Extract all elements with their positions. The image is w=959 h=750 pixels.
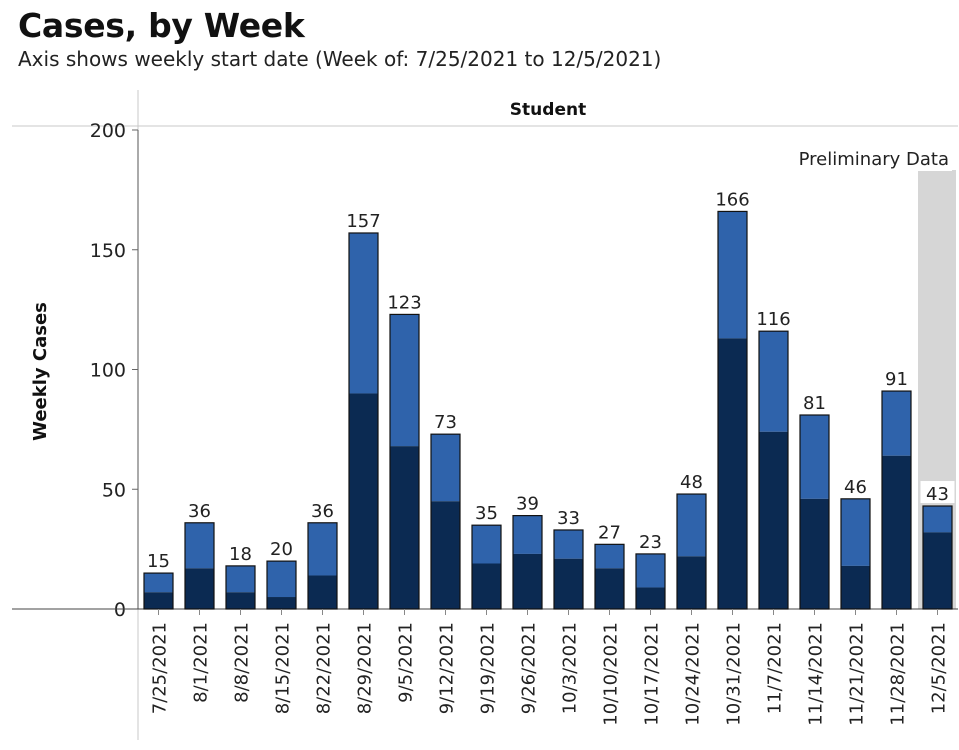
bar-lower-segment [472,563,501,609]
y-tick-label: 50 [102,479,126,501]
x-tick-label: 12/5/2021 [929,622,950,714]
bar-upper-segment [636,553,665,588]
bar-upper-segment [718,211,747,339]
preliminary-label-bg [780,145,952,171]
x-tick-label: 8/1/2021 [191,622,212,703]
bar-total-label: 157 [346,211,380,232]
bar-total-label: 91 [885,369,908,390]
bar-total-label: 15 [147,551,170,572]
x-tick-label: 9/19/2021 [478,622,499,714]
x-tick-label: 11/14/2021 [806,622,827,726]
bar-upper-segment [144,573,173,593]
x-tick-label: 11/21/2021 [847,622,868,726]
bar-upper-segment [759,331,788,432]
y-tick-label: 100 [90,360,126,382]
bar-upper-segment [185,522,214,569]
bar-total-label: 33 [557,508,580,529]
x-tick-label: 8/8/2021 [232,622,253,703]
x-tick-label: 7/25/2021 [150,622,171,714]
bar-upper-segment [554,529,583,559]
bar-lower-segment [595,568,624,609]
bar-upper-segment [267,561,296,598]
bar-upper-segment [390,314,419,447]
bar-total-label: 48 [680,472,703,493]
bar-lower-segment [841,565,870,609]
bar-lower-segment [390,446,419,609]
y-tick-label: 200 [90,120,126,142]
bar-lower-segment [800,498,829,609]
bar-lower-segment [923,532,952,609]
bar-total-label: 123 [387,292,421,313]
bar-total-label: 27 [598,522,621,543]
bar-upper-segment [677,494,706,557]
bar-total-label: 35 [475,503,498,524]
x-tick-label: 9/12/2021 [437,622,458,714]
bar-lower-segment [677,556,706,609]
chart-subtitle: Axis shows weekly start date (Week of: 7… [18,47,662,71]
bar-lower-segment [718,338,747,609]
bar-lower-segment [759,431,788,609]
bar-lower-segment [144,592,173,609]
bar-upper-segment [841,498,870,566]
x-tick-label: 9/26/2021 [519,622,540,714]
bar-total-label: 116 [756,309,790,330]
bar-lower-segment [431,501,460,609]
bar-total-label: 36 [188,501,211,522]
bar-total-label: 23 [639,532,662,553]
x-tick-label: 10/24/2021 [683,622,704,726]
x-tick-label: 11/7/2021 [765,622,786,714]
bar-lower-segment [308,575,337,609]
bar-lower-segment [882,455,911,609]
bar-total-label: 73 [434,412,457,433]
x-tick-label: 10/17/2021 [642,622,663,726]
bar-upper-segment [472,525,501,564]
x-tick-label: 10/31/2021 [724,622,745,726]
bar-upper-segment [349,232,378,394]
x-tick-label: 11/28/2021 [888,622,909,726]
bar-lower-segment [349,393,378,609]
x-tick-label: 8/15/2021 [273,622,294,714]
bar-total-label: 20 [270,539,293,560]
y-axis-title: Weekly Cases [30,302,51,441]
bar-total-label: 46 [844,477,867,498]
chart-title: Cases, by Week [18,6,305,45]
bar-upper-segment [431,434,460,502]
data-label-bg [920,481,955,504]
bar-lower-segment [226,592,255,609]
bar-upper-segment [800,415,829,499]
bar-upper-segment [308,522,337,576]
x-tick-label: 10/10/2021 [601,622,622,726]
x-tick-label: 9/5/2021 [396,622,417,703]
bar-total-label: 43 [926,484,949,505]
bar-upper-segment [595,544,624,569]
x-tick-label: 8/29/2021 [355,622,376,714]
bar-upper-segment [226,565,255,593]
bar-lower-segment [636,587,665,609]
bar-lower-segment [185,568,214,609]
bar-total-label: 166 [715,189,749,210]
bar-total-label: 18 [229,544,252,565]
bar-upper-segment [882,391,911,456]
bar-total-label: 81 [803,393,826,414]
preliminary-data-label: Preliminary Data [799,149,949,170]
y-tick-label: 0 [114,599,126,621]
y-tick-label: 150 [90,240,126,262]
panel-header-student: Student [510,100,586,120]
x-tick-label: 8/22/2021 [314,622,335,714]
bar-total-label: 36 [311,501,334,522]
bar-lower-segment [513,553,542,609]
bar-upper-segment [513,515,542,554]
bar-upper-segment [923,506,952,533]
bar-lower-segment [554,558,583,609]
bar-lower-segment [267,597,296,609]
bar-total-label: 39 [516,494,539,515]
x-tick-label: 10/3/2021 [560,622,581,714]
